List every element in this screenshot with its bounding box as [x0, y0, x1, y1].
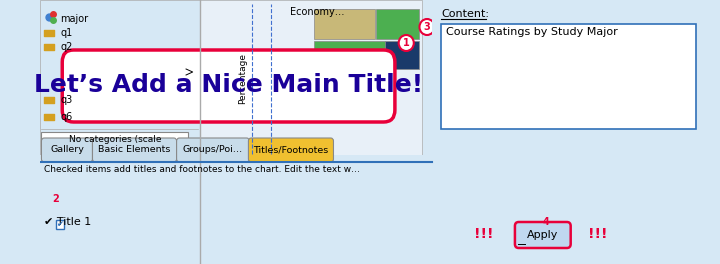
Bar [376, 9, 418, 39]
FancyBboxPatch shape [92, 138, 176, 162]
Text: 2: 2 [53, 194, 59, 204]
Text: major: major [60, 14, 89, 24]
Text: Titles/Footnotes: Titles/Footnotes [253, 145, 328, 154]
Text: 4: 4 [543, 217, 549, 227]
Text: Basic Elements: Basic Elements [99, 145, 171, 154]
FancyBboxPatch shape [55, 220, 64, 229]
FancyBboxPatch shape [40, 155, 432, 264]
FancyBboxPatch shape [432, 0, 720, 264]
FancyBboxPatch shape [248, 138, 333, 162]
Text: Percentage: Percentage [238, 54, 247, 105]
Circle shape [539, 214, 554, 230]
Text: 3: 3 [423, 22, 431, 32]
Text: Groups/Poi…: Groups/Poi… [183, 145, 243, 154]
FancyBboxPatch shape [441, 24, 696, 129]
Text: ✔ Title 1: ✔ Title 1 [45, 217, 91, 227]
Circle shape [48, 191, 63, 207]
Circle shape [420, 19, 435, 35]
Text: 1: 1 [403, 38, 410, 48]
Text: q1: q1 [60, 28, 73, 38]
Text: Economy…: Economy… [290, 7, 344, 17]
FancyBboxPatch shape [176, 138, 249, 162]
Text: Let’s Add a Nice Main Title!: Let’s Add a Nice Main Title! [34, 73, 423, 97]
FancyBboxPatch shape [200, 0, 423, 159]
FancyBboxPatch shape [42, 132, 188, 146]
Text: !!!: !!! [474, 227, 494, 241]
FancyBboxPatch shape [40, 0, 200, 264]
Text: Checked items add titles and footnotes to the chart. Edit the text w…: Checked items add titles and footnotes t… [45, 164, 360, 173]
Text: Content:: Content: [441, 9, 489, 19]
FancyBboxPatch shape [42, 138, 92, 162]
Bar [314, 41, 384, 69]
Text: !!!: !!! [588, 227, 607, 241]
Text: Course Ratings by Study Major: Course Ratings by Study Major [446, 27, 618, 37]
Text: q3: q3 [60, 95, 73, 105]
Bar [314, 9, 375, 39]
Text: ✔: ✔ [56, 219, 63, 229]
FancyBboxPatch shape [62, 50, 395, 122]
Text: Gallery: Gallery [50, 145, 84, 154]
Text: No categories (scale: No categories (scale [69, 134, 161, 144]
Text: q2: q2 [60, 42, 73, 52]
FancyBboxPatch shape [515, 222, 571, 248]
Text: q6: q6 [60, 112, 73, 122]
Bar [385, 41, 418, 69]
Circle shape [399, 35, 414, 51]
Text: Apply: Apply [526, 230, 558, 240]
